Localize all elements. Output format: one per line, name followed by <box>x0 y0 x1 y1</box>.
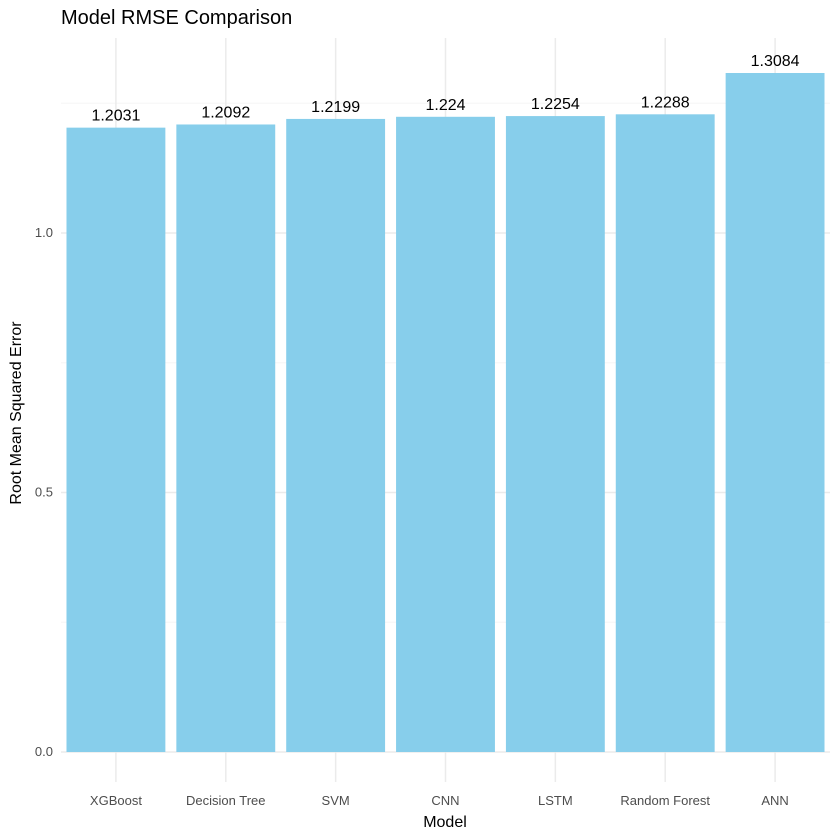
x-tick-label-cnn: CNN <box>431 793 459 808</box>
bar-random-forest <box>615 114 715 752</box>
data-label-random-forest: 1.2288 <box>641 94 690 111</box>
bar-svm <box>286 118 386 752</box>
bar-ann <box>725 73 825 752</box>
data-label-lstm: 1.2254 <box>531 96 580 113</box>
bar-xgboost <box>66 127 166 753</box>
y-tick-label: 0.0 <box>35 744 53 759</box>
bar-decision-tree <box>176 124 276 752</box>
data-label-decision-tree: 1.2092 <box>201 104 250 121</box>
x-axis-title: Model <box>423 814 467 831</box>
x-axis-ticks: XGBoost Decision Tree SVM CNN LSTM Random For… <box>90 793 789 808</box>
y-axis-title: Root Mean Squared Error <box>8 321 25 505</box>
data-labels: 1.2031 1.2092 1.2199 1.224 1.2254 1.2288 1.308… <box>91 53 799 125</box>
data-label-cnn: 1.224 <box>425 97 465 114</box>
chart-title: Model RMSE Comparison <box>61 7 292 29</box>
x-tick-label-svm: SVM <box>322 793 350 808</box>
data-label-xgboost: 1.2031 <box>91 108 140 125</box>
y-tick-label: 0.5 <box>35 485 53 500</box>
x-tick-label-xgboost: XGBoost <box>90 793 142 808</box>
y-axis-ticks: 0.0 0.5 1.0 <box>35 225 53 759</box>
y-tick-label: 1.0 <box>35 225 53 240</box>
data-label-svm: 1.2199 <box>311 99 360 116</box>
x-tick-label-random-forest: Random Forest <box>620 793 710 808</box>
x-tick-label-decision-tree: Decision Tree <box>186 793 265 808</box>
bars <box>66 73 825 753</box>
data-label-ann: 1.3084 <box>751 53 800 70</box>
x-tick-label-ann: ANN <box>761 793 788 808</box>
bar-cnn <box>396 116 495 753</box>
bar-lstm <box>505 116 605 752</box>
x-tick-label-lstm: LSTM <box>538 793 573 808</box>
